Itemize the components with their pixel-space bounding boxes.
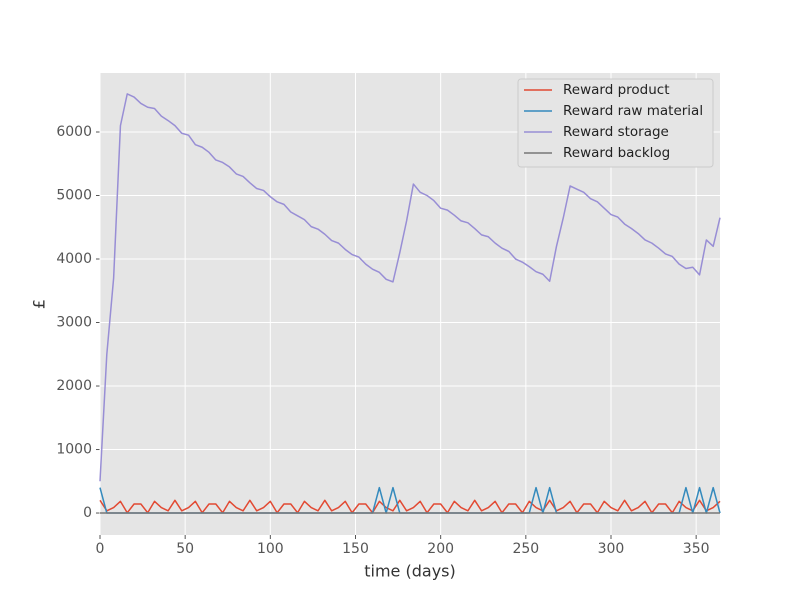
y-tick-label: 5000 xyxy=(56,188,92,204)
x-tick-label: 250 xyxy=(512,541,539,557)
x-axis-label: time (days) xyxy=(364,562,455,581)
legend-box xyxy=(517,78,714,168)
x-tick-label: 0 xyxy=(96,541,105,557)
x-tick-label: 50 xyxy=(176,541,194,557)
y-tick-label: 3000 xyxy=(56,315,92,331)
x-tick-label: 100 xyxy=(257,541,284,557)
series-line xyxy=(99,93,721,482)
legend-label: Reward backlog xyxy=(563,145,670,161)
y-axis-label: £ xyxy=(30,299,49,309)
y-tick-label: 6000 xyxy=(56,124,92,140)
y-tick-label: 0 xyxy=(83,505,92,521)
legend-label: Reward product xyxy=(563,82,670,98)
legend-label: Reward raw material xyxy=(563,103,703,119)
y-tick-label: 4000 xyxy=(56,251,92,267)
series-line xyxy=(99,499,721,514)
y-tick-label: 2000 xyxy=(56,378,92,394)
x-tick-label: 150 xyxy=(342,541,369,557)
legend-label: Reward storage xyxy=(563,124,669,140)
x-tick-label: 200 xyxy=(427,541,454,557)
y-tick-label: 1000 xyxy=(56,442,92,458)
x-tick-label: 350 xyxy=(683,541,710,557)
x-tick-label: 300 xyxy=(598,541,625,557)
